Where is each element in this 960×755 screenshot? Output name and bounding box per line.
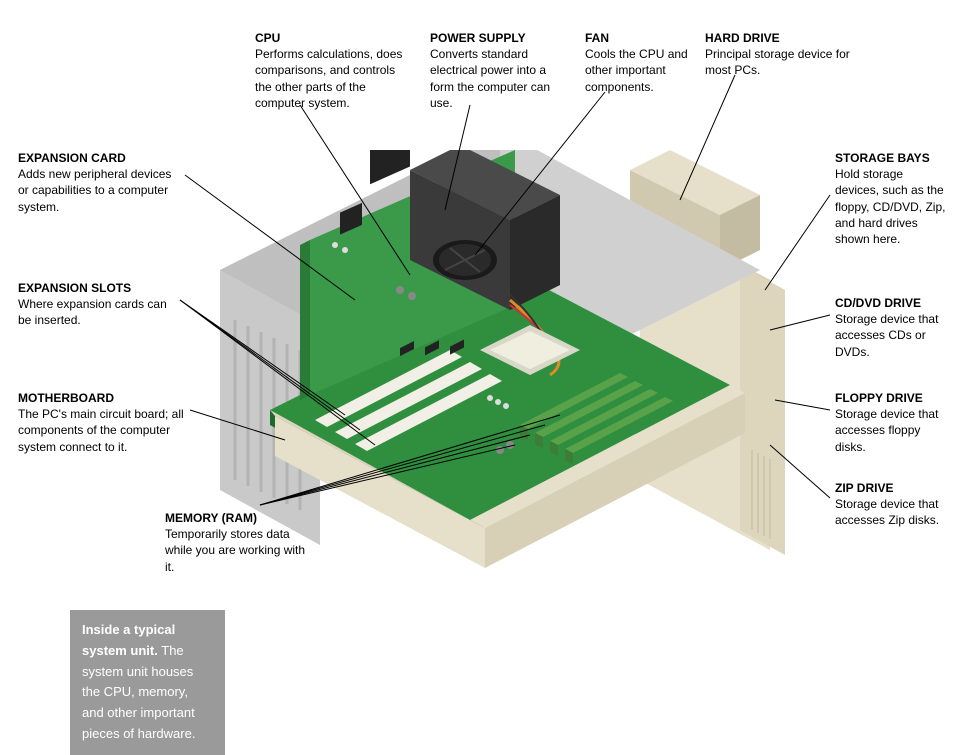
label-desc: Cools the CPU and other important compon… [585, 46, 695, 95]
label-power-supply: POWER SUPPLY Converts standard electrica… [430, 30, 570, 111]
label-desc: Where expansion cards can be inserted. [18, 296, 178, 328]
label-fan: FAN Cools the CPU and other important co… [585, 30, 695, 95]
label-desc: Principal storage device for most PCs. [705, 46, 855, 78]
label-desc: Performs calculations, does comparisons,… [255, 46, 415, 111]
label-expansion-slots: EXPANSION SLOTS Where expansion cards ca… [18, 280, 178, 329]
label-desc: Converts standard electrical power into … [430, 46, 570, 111]
label-title: STORAGE BAYS [835, 150, 950, 166]
label-hard-drive: HARD DRIVE Principal storage device for … [705, 30, 855, 79]
label-title: EXPANSION SLOTS [18, 280, 178, 296]
label-title: EXPANSION CARD [18, 150, 183, 166]
label-desc: Temporarily stores data while you are wo… [165, 526, 315, 575]
label-title: POWER SUPPLY [430, 30, 570, 46]
label-expansion-card: EXPANSION CARD Adds new peripheral devic… [18, 150, 183, 215]
label-desc: Adds new peripheral devices or capabilit… [18, 166, 183, 215]
label-title: FLOPPY DRIVE [835, 390, 950, 406]
label-title: MOTHERBOARD [18, 390, 188, 406]
caption-box: Inside a typical system unit. The system… [70, 610, 225, 755]
label-motherboard: MOTHERBOARD The PC's main circuit board;… [18, 390, 188, 455]
label-desc: Storage device that accesses floppy disk… [835, 406, 950, 455]
label-desc: Storage device that accesses CDs or DVDs… [835, 311, 950, 360]
label-title: MEMORY (RAM) [165, 510, 315, 526]
label-title: CPU [255, 30, 415, 46]
label-desc: Storage device that accesses Zip disks. [835, 496, 950, 528]
label-title: CD/DVD DRIVE [835, 295, 950, 311]
label-desc: The PC's main circuit board; all compone… [18, 406, 188, 455]
label-cpu: CPU Performs calculations, does comparis… [255, 30, 415, 111]
label-zip-drive: ZIP DRIVE Storage device that accesses Z… [835, 480, 950, 529]
label-floppy-drive: FLOPPY DRIVE Storage device that accesse… [835, 390, 950, 455]
label-title: ZIP DRIVE [835, 480, 950, 496]
label-memory: MEMORY (RAM) Temporarily stores data whi… [165, 510, 315, 575]
label-storage-bays: STORAGE BAYS Hold storage devices, such … [835, 150, 950, 247]
label-desc: Hold storage devices, such as the floppy… [835, 166, 950, 247]
label-cddvd-drive: CD/DVD DRIVE Storage device that accesse… [835, 295, 950, 360]
label-title: HARD DRIVE [705, 30, 855, 46]
label-title: FAN [585, 30, 695, 46]
